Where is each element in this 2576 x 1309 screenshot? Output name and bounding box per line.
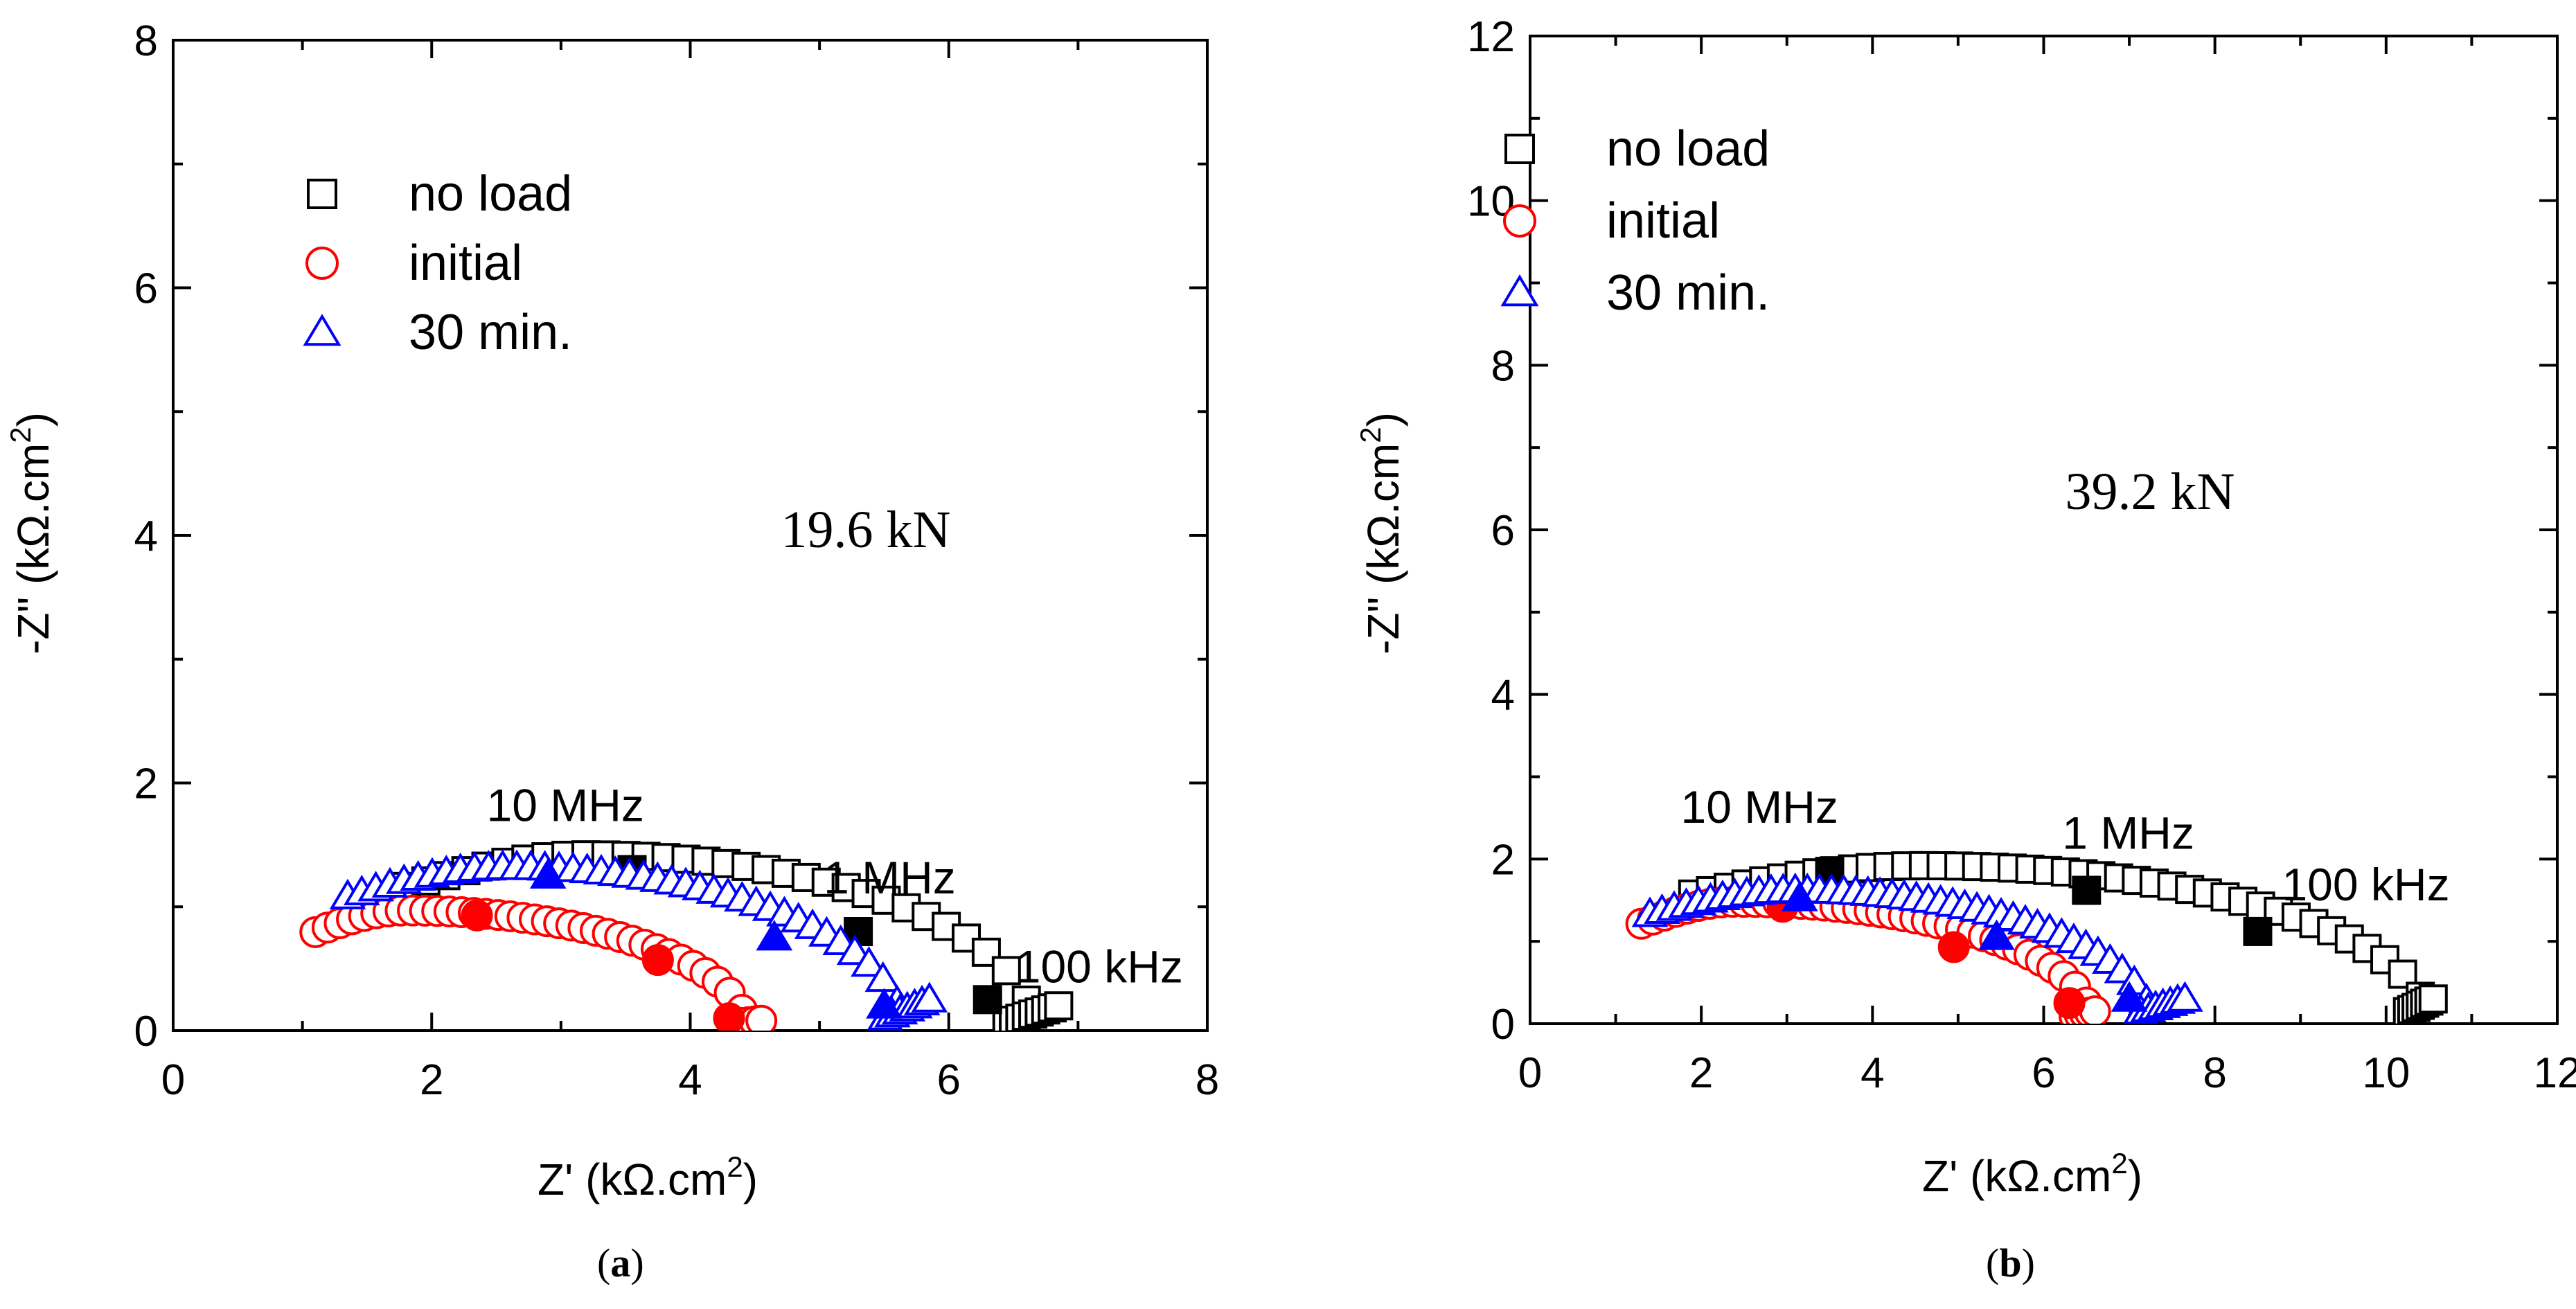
legend-label-b: no load xyxy=(1606,121,1770,177)
load-label-a: 19.6 kN xyxy=(781,501,951,559)
plot-area-a xyxy=(299,840,1074,1031)
x-tick-label-b: 6 xyxy=(2032,1049,2055,1097)
x-tick-label-b: 4 xyxy=(1860,1049,1884,1097)
series-30-min--b xyxy=(1631,872,2203,1024)
y-tick-label-b: 8 xyxy=(1491,342,1515,390)
filled-point-b xyxy=(2072,875,2102,905)
x-tick-label-a: 8 xyxy=(1196,1056,1219,1104)
legend-marker-b xyxy=(1500,274,1539,307)
series-30-min--a xyxy=(329,849,948,1031)
freq-label-a: 100 kHz xyxy=(1015,941,1183,992)
y-tick-label-b: 12 xyxy=(1467,13,1515,61)
plot-area-b xyxy=(1625,851,2448,1024)
y-tick-label-b: 2 xyxy=(1491,836,1515,884)
legend-marker-a xyxy=(303,314,341,346)
ticks-a: 0 2 4 6 8 0 2 4 6 8 xyxy=(134,17,1220,1104)
data-point-a xyxy=(1044,991,1074,1021)
x-tick-label-b: 0 xyxy=(1518,1049,1542,1097)
freq-label-a: 1 MHz xyxy=(824,852,956,903)
x-tick-label-b: 8 xyxy=(2203,1049,2226,1097)
filled-point-b xyxy=(2243,916,2273,946)
x-tick-label-b: 2 xyxy=(1689,1049,1713,1097)
x-axis-label-b: Z' (kΩ.cm2) xyxy=(1922,1147,2142,1201)
legend-marker-a xyxy=(305,247,339,280)
caption-a-letter: a xyxy=(610,1240,631,1285)
freq-labels-b: 10 MHz 1 MHz 100 kHz xyxy=(1681,781,2450,910)
x-tick-label-a: 4 xyxy=(678,1056,702,1104)
filled-point-a xyxy=(756,920,793,951)
caption-b-letter: b xyxy=(1999,1240,2022,1285)
freq-label-a: 10 MHz xyxy=(487,780,644,831)
y-tick-label-a: 0 xyxy=(134,1008,158,1056)
filled-point-a xyxy=(713,1002,745,1031)
filled-point-b xyxy=(2053,987,2086,1019)
filled-point-a xyxy=(461,899,493,932)
panel-a: 0 2 4 6 8 0 2 4 6 8 Z' (kΩ.cm2) -Z" (kΩ.cm2) 19.6 kN… xyxy=(4,17,1220,1285)
legend-label-a: initial xyxy=(409,235,522,291)
filled-point-b xyxy=(1937,931,1970,963)
x-tick-label-b: 10 xyxy=(2362,1049,2410,1097)
filled-point-a xyxy=(641,944,674,977)
filled-point-b xyxy=(2111,981,2148,1012)
filled-point-a xyxy=(972,985,1002,1015)
freq-label-b: 1 MHz xyxy=(2062,807,2194,858)
x-tick-label-a: 2 xyxy=(420,1056,443,1104)
y-tick-label-b: 6 xyxy=(1491,507,1515,555)
y-axis-label-b: -Z" (kΩ.cm2) xyxy=(1354,412,1408,654)
data-point-a xyxy=(745,1004,778,1031)
x-tick-label-a: 0 xyxy=(161,1056,185,1104)
y-tick-label-a: 6 xyxy=(134,265,158,313)
filled-point-b xyxy=(1978,919,2015,950)
y-tick-label-a: 8 xyxy=(134,17,158,65)
x-tick-label-b: 12 xyxy=(2534,1049,2576,1097)
legend-marker-b xyxy=(1503,204,1536,238)
data-point-b xyxy=(2418,984,2448,1014)
legend-marker-b xyxy=(1504,134,1535,164)
legend-marker-a xyxy=(307,179,337,209)
legend-label-a: no load xyxy=(409,166,572,222)
data-point-a xyxy=(991,956,1021,986)
freq-label-b: 10 MHz xyxy=(1681,781,1838,832)
freq-label-b: 100 kHz xyxy=(2282,859,2449,910)
chart-a: 0 2 4 6 8 0 2 4 6 8 Z' (kΩ.cm2) -Z" (kΩ.cm2) 19.6 kN… xyxy=(4,17,1220,1204)
series-initial-a xyxy=(299,894,778,1031)
filled-point-b xyxy=(1781,880,1818,911)
x-axis-label-a: Z' (kΩ.cm2) xyxy=(538,1150,758,1204)
series-no-load-b xyxy=(1678,851,2448,1024)
legend-label-b: 30 min. xyxy=(1606,265,1770,321)
load-label-b: 39.2 kN xyxy=(2066,463,2235,521)
data-point-a xyxy=(851,946,887,977)
freq-labels-a: 10 MHz 1 MHz 100 kHz xyxy=(487,780,1183,992)
caption-b: (b) xyxy=(1986,1240,2035,1285)
y-axis-label-a: -Z" (kΩ.cm2) xyxy=(4,412,58,654)
data-point-b xyxy=(2167,981,2203,1012)
y-tick-label-a: 4 xyxy=(134,513,158,560)
y-tick-label-b: 0 xyxy=(1491,1001,1515,1049)
data-point-a xyxy=(911,981,948,1013)
legend-a: no load initial 30 min. xyxy=(303,166,572,360)
filled-point-a xyxy=(529,857,567,889)
y-tick-label-b: 4 xyxy=(1491,672,1515,720)
panel-b: 0 2 4 6 8 10 12 0 2 4 6 8 10 12 Z' (kΩ.cm2) -Z" (kΩ.cm2… xyxy=(1288,0,2576,1309)
legend-label-a: 30 min. xyxy=(409,305,572,360)
caption-a: (a) xyxy=(597,1240,644,1285)
x-tick-label-a: 6 xyxy=(937,1056,961,1104)
filled-point-a xyxy=(866,988,903,1019)
y-tick-label-a: 2 xyxy=(134,760,158,808)
legend-b: no load initial 30 min. xyxy=(1500,121,1770,321)
legend-label-b: initial xyxy=(1606,193,1720,249)
